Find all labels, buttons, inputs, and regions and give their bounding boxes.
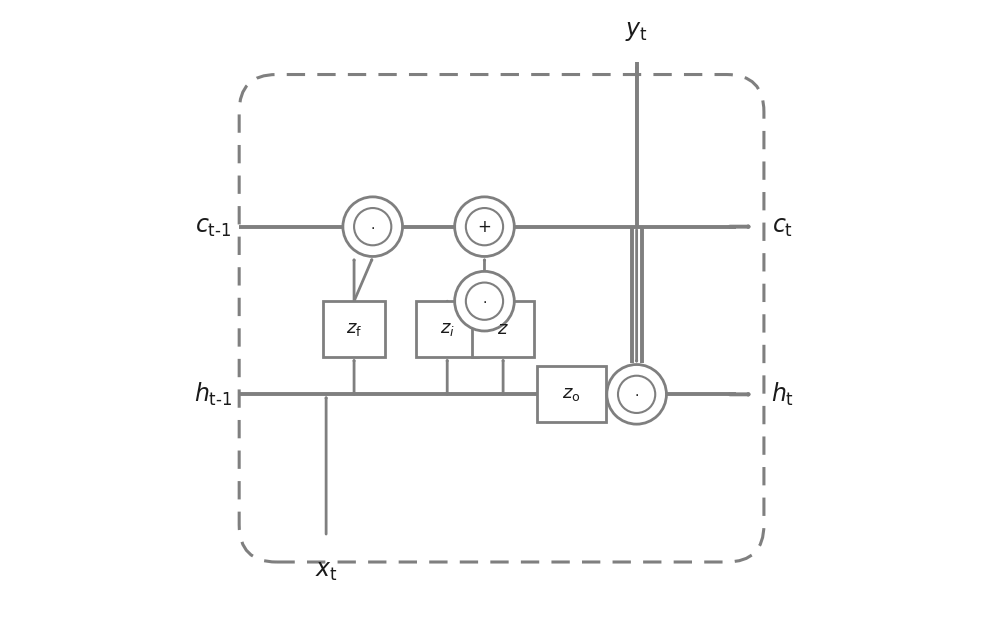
Text: $z_{\rm f}$: $z_{\rm f}$ (346, 320, 362, 338)
Text: $c_{\rm t\text{-}1}$: $c_{\rm t\text{-}1}$ (195, 215, 231, 238)
Circle shape (455, 271, 514, 331)
Text: $c_{\rm t}$: $c_{\rm t}$ (772, 215, 793, 238)
Text: $+$: $+$ (477, 218, 492, 235)
Text: $y_{\rm t}$: $y_{\rm t}$ (625, 19, 648, 43)
Text: $x_{\rm t}$: $x_{\rm t}$ (315, 560, 337, 583)
FancyBboxPatch shape (416, 301, 478, 357)
Circle shape (354, 208, 391, 245)
Circle shape (455, 197, 514, 256)
Text: $z$: $z$ (497, 320, 509, 338)
FancyBboxPatch shape (323, 301, 385, 357)
Circle shape (343, 197, 403, 256)
Text: $h_{\rm t\text{-}1}$: $h_{\rm t\text{-}1}$ (194, 381, 232, 408)
FancyBboxPatch shape (472, 301, 534, 357)
Circle shape (466, 283, 503, 320)
Circle shape (607, 365, 666, 424)
Circle shape (618, 376, 655, 413)
Text: $h_{\rm t}$: $h_{\rm t}$ (771, 381, 794, 408)
Text: $\cdot$: $\cdot$ (482, 294, 487, 308)
Text: $z_{\it i}$: $z_{\it i}$ (440, 320, 455, 338)
FancyBboxPatch shape (537, 366, 606, 422)
Text: $\cdot$: $\cdot$ (370, 220, 375, 233)
Text: $z_{\rm o}$: $z_{\rm o}$ (562, 386, 581, 403)
Circle shape (466, 208, 503, 245)
Text: $\cdot$: $\cdot$ (634, 388, 639, 401)
